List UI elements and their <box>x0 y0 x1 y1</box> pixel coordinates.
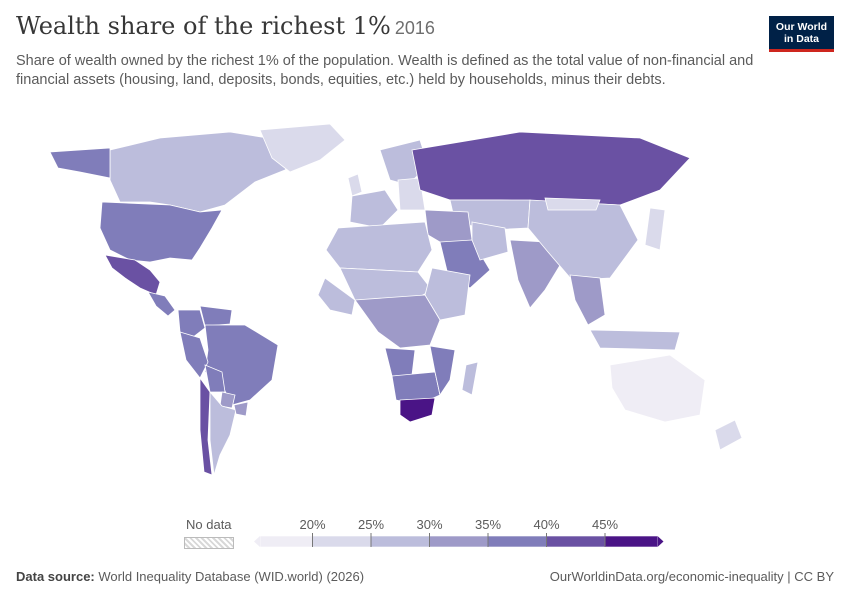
owid-logo[interactable]: Our World in Data <box>769 16 834 52</box>
legend-swatch[interactable] <box>604 535 658 548</box>
legend-tick-label: 30% <box>416 517 442 532</box>
country-united-states[interactable] <box>99 201 223 263</box>
country-australia[interactable] <box>609 354 706 423</box>
country-peru[interactable] <box>179 331 209 379</box>
logo-accent-bar <box>769 49 834 52</box>
legend-swatch[interactable] <box>546 535 606 548</box>
chart-subtitle: Share of wealth owned by the richest 1% … <box>16 53 754 88</box>
country-central-america[interactable] <box>147 291 176 317</box>
country-russia[interactable] <box>411 131 691 206</box>
legend-tick-label: 40% <box>533 517 559 532</box>
legend-no-data-swatch[interactable] <box>184 537 234 549</box>
country-mozambique[interactable] <box>429 345 456 397</box>
country-venezuela[interactable] <box>199 305 233 327</box>
title-year: 2016 <box>394 18 435 38</box>
country-bolivia[interactable] <box>204 364 226 393</box>
logo-line-2: in Data <box>783 33 819 45</box>
legend-swatch[interactable] <box>312 535 372 548</box>
country-greenland[interactable] <box>259 123 346 173</box>
data-source: Data source: World Inequality Database (… <box>16 569 364 584</box>
legend-tick-label: 20% <box>299 517 325 532</box>
legend-tick-label: 35% <box>475 517 501 532</box>
world-map[interactable] <box>0 110 850 510</box>
country-west-africa[interactable] <box>317 277 356 316</box>
legend-arrow-left <box>254 536 260 547</box>
country-colombia[interactable] <box>177 309 206 339</box>
legend-tick-label: 25% <box>358 517 384 532</box>
country-japan[interactable] <box>644 207 666 251</box>
country-brazil[interactable] <box>204 324 279 406</box>
country-alaska[interactable] <box>49 147 111 179</box>
data-source-text[interactable]: World Inequality Database (WID.world) (2… <box>98 569 365 584</box>
legend-tick-label: 45% <box>592 517 618 532</box>
country-east-africa[interactable] <box>424 267 471 321</box>
country-uruguay[interactable] <box>233 401 249 417</box>
title-text: Wealth share of the richest 1% <box>16 12 391 40</box>
country-south-africa[interactable] <box>399 397 436 423</box>
legend-swatch[interactable] <box>259 535 313 548</box>
chart-title: Wealth share of the richest 1% 2016 <box>16 12 435 40</box>
country-united-kingdom[interactable] <box>347 173 363 197</box>
country-southeast-asia[interactable] <box>569 274 606 326</box>
country-mongolia[interactable] <box>544 197 601 211</box>
country-iran[interactable] <box>471 221 509 261</box>
country-new-zealand[interactable] <box>714 419 743 451</box>
source-url[interactable]: OurWorldinData.org/economic-inequality |… <box>549 569 834 584</box>
data-source-label: Data source: <box>16 569 95 584</box>
color-legend[interactable]: 20% 25% 30% 35% 40% 45% <box>250 512 670 552</box>
country-madagascar[interactable] <box>461 361 479 396</box>
legend-arrow-right <box>657 536 664 547</box>
legend-swatch[interactable] <box>429 535 489 548</box>
country-angola[interactable] <box>384 347 416 377</box>
country-north-africa[interactable] <box>325 221 433 273</box>
country-indonesia[interactable] <box>589 329 681 351</box>
country-argentina[interactable] <box>209 390 237 476</box>
country-paraguay[interactable] <box>219 391 236 409</box>
legend-swatch[interactable] <box>370 535 430 548</box>
country-western-europe[interactable] <box>349 189 399 229</box>
logo-line-1: Our World <box>775 21 828 33</box>
legend-swatch[interactable] <box>487 535 547 548</box>
country-canada[interactable] <box>109 131 301 213</box>
country-central-africa[interactable] <box>354 294 441 349</box>
legend-no-data-label: No data <box>186 517 232 532</box>
